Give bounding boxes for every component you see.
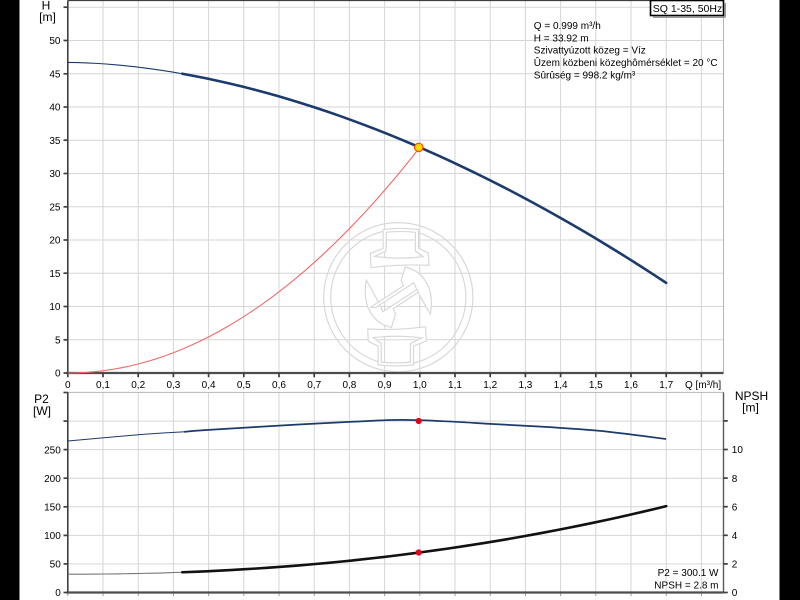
svg-text:30: 30 [49, 169, 61, 180]
svg-text:H: H [42, 0, 51, 13]
svg-text:0,8: 0,8 [342, 380, 356, 391]
svg-text:1,0: 1,0 [413, 380, 427, 391]
svg-text:[m]: [m] [39, 10, 56, 24]
svg-text:0,7: 0,7 [307, 380, 321, 391]
svg-text:Ûzem közbeni közeghômérséklet: Ûzem közbeni közeghômérséklet = 20 °C [534, 56, 718, 69]
svg-text:2: 2 [732, 560, 738, 571]
svg-text:Sûrûség = 998.2 kg/m³: Sûrûség = 998.2 kg/m³ [534, 70, 636, 81]
svg-text:0: 0 [55, 588, 61, 599]
svg-text:0,9: 0,9 [378, 380, 392, 391]
svg-text:Szivattyúzott közeg = Víz: Szivattyúzott közeg = Víz [534, 46, 646, 57]
svg-text:1,7: 1,7 [659, 380, 673, 391]
svg-text:0,1: 0,1 [96, 380, 110, 391]
svg-text:20: 20 [49, 236, 61, 247]
svg-text:10: 10 [732, 445, 744, 456]
svg-text:0: 0 [65, 380, 71, 391]
svg-text:50: 50 [49, 36, 61, 47]
svg-text:0: 0 [55, 369, 61, 380]
svg-text:NPSH = 2.8 m: NPSH = 2.8 m [654, 581, 718, 592]
svg-text:8: 8 [732, 474, 738, 485]
svg-text:P2 = 300.1 W: P2 = 300.1 W [658, 568, 719, 579]
svg-text:15: 15 [49, 269, 61, 280]
svg-text:10: 10 [49, 302, 61, 313]
svg-text:1,4: 1,4 [554, 380, 568, 391]
svg-text:0,2: 0,2 [131, 380, 145, 391]
svg-text:Q [m³/h]: Q [m³/h] [685, 380, 721, 391]
svg-text:Q = 0.999 m³/h: Q = 0.999 m³/h [534, 21, 601, 32]
svg-text:40: 40 [49, 103, 61, 114]
svg-text:[m]: [m] [742, 401, 759, 415]
svg-text:H = 33.92 m: H = 33.92 m [534, 33, 589, 44]
svg-text:1,5: 1,5 [589, 380, 603, 391]
svg-text:NPSH: NPSH [735, 389, 768, 403]
svg-text:100: 100 [44, 531, 61, 542]
svg-text:SQ 1-35, 50Hz: SQ 1-35, 50Hz [653, 3, 722, 15]
svg-text:0: 0 [732, 588, 738, 599]
svg-text:200: 200 [44, 474, 61, 485]
svg-text:0,5: 0,5 [237, 380, 251, 391]
svg-text:6: 6 [732, 502, 738, 513]
svg-text:1,6: 1,6 [624, 380, 638, 391]
svg-text:250: 250 [44, 445, 61, 456]
svg-text:1,2: 1,2 [483, 380, 497, 391]
svg-text:1,1: 1,1 [448, 380, 462, 391]
svg-text:4: 4 [732, 531, 738, 542]
svg-text:0,3: 0,3 [166, 380, 180, 391]
svg-text:35: 35 [49, 136, 61, 147]
svg-text:0,6: 0,6 [272, 380, 286, 391]
svg-text:150: 150 [44, 503, 61, 514]
svg-text:1,3: 1,3 [518, 380, 532, 391]
svg-text:P2: P2 [34, 392, 49, 406]
svg-text:5: 5 [55, 335, 61, 346]
svg-text:45: 45 [49, 70, 61, 81]
svg-text:50: 50 [50, 560, 62, 571]
svg-text:0,4: 0,4 [202, 380, 216, 391]
svg-text:[W]: [W] [33, 404, 51, 418]
svg-text:25: 25 [49, 202, 61, 213]
